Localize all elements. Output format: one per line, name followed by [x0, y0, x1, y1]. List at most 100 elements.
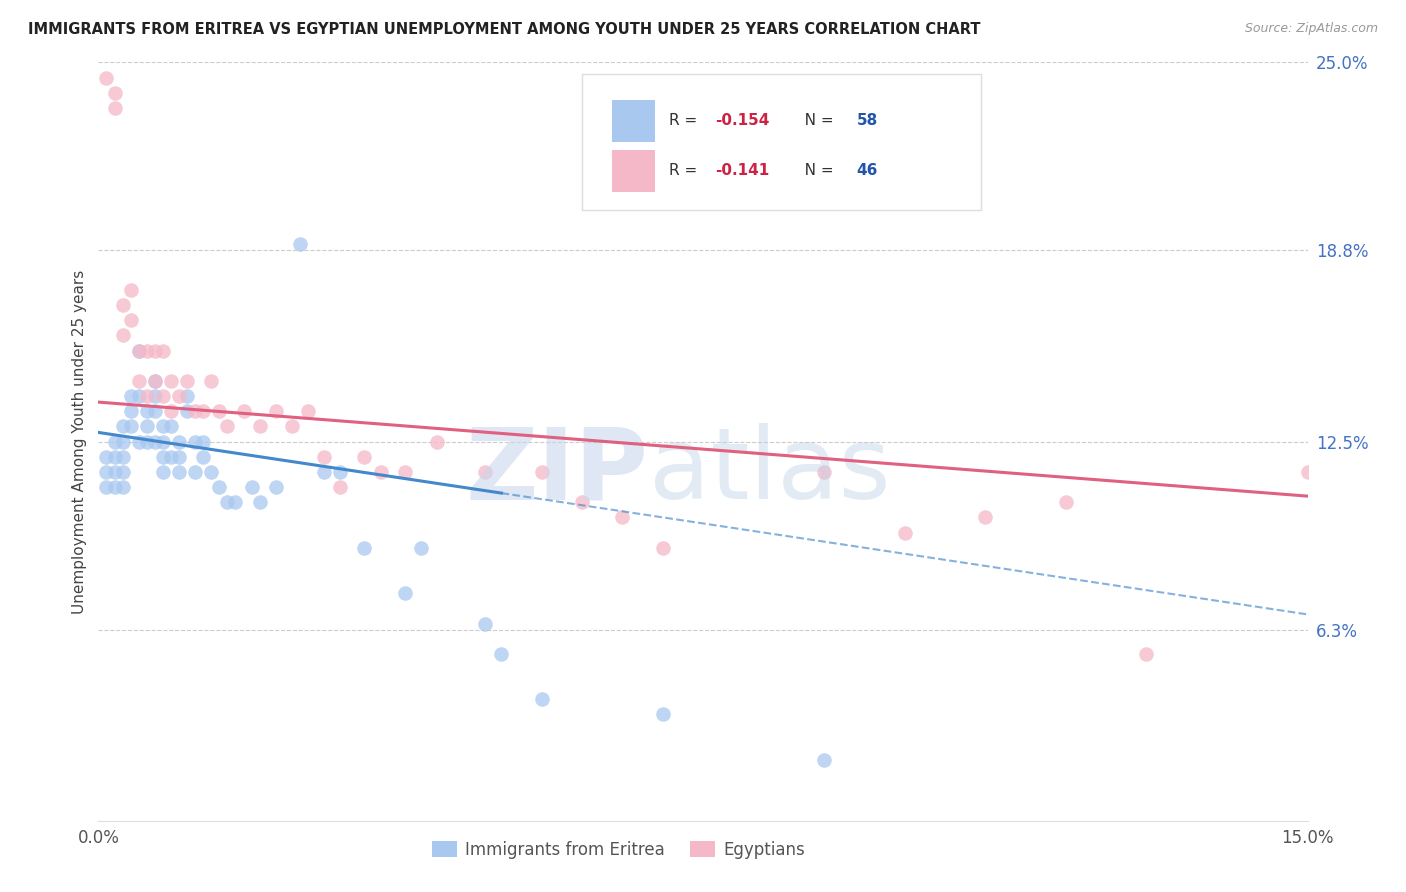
Point: [193, 450, 215, 464]
Point: [135, 389, 157, 403]
Point: [96, 70, 118, 85]
Point: [474, 616, 496, 631]
Y-axis label: Unemployment Among Youth under 25 years: Unemployment Among Youth under 25 years: [72, 269, 87, 614]
Point: [426, 434, 449, 449]
Point: [394, 465, 416, 479]
Point: [160, 374, 183, 388]
Point: [160, 450, 183, 464]
Point: [1296, 465, 1319, 479]
Point: [224, 495, 246, 509]
Point: [249, 495, 271, 509]
Point: [135, 419, 157, 434]
Point: [103, 101, 125, 115]
Point: [394, 586, 416, 600]
Point: [103, 86, 125, 100]
Point: [143, 374, 166, 388]
Point: [111, 480, 134, 494]
Point: [152, 465, 174, 479]
Legend: Immigrants from Eritrea, Egyptians: Immigrants from Eritrea, Egyptians: [425, 834, 811, 865]
Text: -0.141: -0.141: [716, 163, 769, 178]
Point: [288, 237, 311, 252]
Point: [249, 419, 271, 434]
Point: [111, 434, 134, 449]
Point: [103, 465, 125, 479]
Point: [893, 525, 915, 540]
Point: [184, 465, 207, 479]
Point: [120, 389, 142, 403]
Point: [143, 404, 166, 418]
Point: [103, 480, 125, 494]
Point: [152, 450, 174, 464]
Point: [128, 374, 150, 388]
Point: [200, 465, 222, 479]
Point: [530, 692, 553, 706]
Point: [152, 389, 174, 403]
Point: [314, 465, 336, 479]
Text: ZIP: ZIP: [465, 424, 648, 520]
Point: [193, 404, 215, 418]
Point: [217, 495, 239, 509]
Point: [264, 404, 287, 418]
Text: IMMIGRANTS FROM ERITREA VS EGYPTIAN UNEMPLOYMENT AMONG YOUTH UNDER 25 YEARS CORR: IMMIGRANTS FROM ERITREA VS EGYPTIAN UNEM…: [28, 22, 980, 37]
Point: [103, 434, 125, 449]
Point: [135, 404, 157, 418]
Point: [651, 541, 673, 555]
Point: [143, 434, 166, 449]
Point: [530, 465, 553, 479]
Point: [167, 465, 190, 479]
Point: [143, 343, 166, 358]
Point: [329, 480, 352, 494]
Text: -0.154: -0.154: [716, 113, 769, 128]
Point: [128, 343, 150, 358]
Point: [167, 389, 190, 403]
Point: [176, 374, 198, 388]
Point: [128, 389, 150, 403]
Point: [200, 374, 222, 388]
Point: [167, 450, 190, 464]
Point: [208, 404, 231, 418]
Point: [135, 434, 157, 449]
Point: [281, 419, 304, 434]
Point: [120, 419, 142, 434]
Point: [612, 510, 634, 524]
Text: 58: 58: [856, 113, 877, 128]
Point: [143, 374, 166, 388]
Point: [120, 283, 142, 297]
Point: [240, 480, 263, 494]
Text: atlas: atlas: [648, 424, 890, 520]
Point: [184, 404, 207, 418]
Point: [314, 450, 336, 464]
Point: [208, 480, 231, 494]
Point: [152, 419, 174, 434]
Point: [217, 419, 239, 434]
Point: [974, 510, 997, 524]
Point: [264, 480, 287, 494]
Text: N =: N =: [790, 163, 838, 178]
Point: [120, 313, 142, 327]
Point: [111, 419, 134, 434]
Point: [96, 450, 118, 464]
Point: [120, 404, 142, 418]
Point: [111, 328, 134, 343]
Point: [96, 465, 118, 479]
Point: [135, 343, 157, 358]
Text: R =: R =: [669, 163, 702, 178]
Point: [329, 465, 352, 479]
FancyBboxPatch shape: [613, 150, 655, 192]
Point: [651, 707, 673, 722]
Point: [184, 434, 207, 449]
Point: [152, 434, 174, 449]
Point: [370, 465, 392, 479]
Point: [176, 389, 198, 403]
Point: [353, 541, 375, 555]
Point: [128, 434, 150, 449]
Point: [409, 541, 432, 555]
Point: [111, 298, 134, 312]
Point: [111, 450, 134, 464]
Point: [1054, 495, 1077, 509]
Point: [491, 647, 513, 661]
Point: [128, 343, 150, 358]
Point: [297, 404, 319, 418]
Text: N =: N =: [790, 113, 838, 128]
Point: [1135, 647, 1157, 661]
